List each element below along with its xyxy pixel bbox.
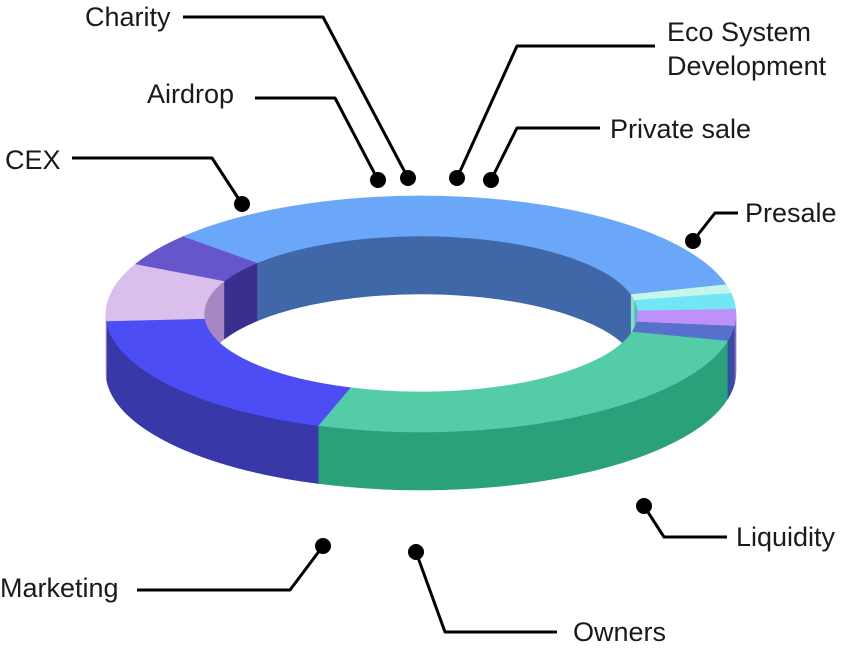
label-private-sale: Private sale [610, 114, 751, 144]
leader-dot-eco [449, 170, 465, 186]
leader-line-owners [414, 551, 557, 634]
label-airdrop: Airdrop [147, 79, 234, 109]
donut-ring [105, 195, 737, 491]
slice-liquidity [106, 318, 351, 426]
slice-outer-wall-owners [105, 313, 107, 379]
label-leaders [72, 15, 738, 634]
leader-dot-charity [400, 170, 416, 186]
leader-dot-airdrop [370, 172, 386, 188]
leader-dot-cex [234, 196, 250, 212]
slice-private-sale [631, 321, 735, 341]
label-liquidity: Liquidity [736, 522, 836, 552]
leader-line-presale [691, 211, 738, 242]
label-marketing: Marketing [0, 573, 119, 603]
slice-presale [317, 331, 729, 433]
leader-line-charity [183, 15, 410, 179]
leader-dot-presale [685, 233, 701, 249]
leader-dot-liquidity [636, 498, 652, 514]
leader-line-liquidity [642, 505, 727, 539]
leader-line-airdrop [255, 96, 380, 181]
leader-dot-owners [408, 544, 424, 560]
label-owners: Owners [573, 617, 666, 647]
slice-cex [182, 195, 727, 295]
label-presale: Presale [745, 198, 837, 228]
leader-line-marketing [137, 545, 325, 592]
label-eco-line2: Development [667, 51, 827, 81]
leader-dot-private-sale [483, 172, 499, 188]
leader-line-eco [455, 44, 655, 179]
slice-labels: Charity Airdrop CEX Eco System Developme… [0, 2, 837, 647]
label-charity: Charity [85, 2, 171, 32]
leader-dot-marketing [315, 538, 331, 554]
leader-line-cex [72, 156, 244, 205]
label-cex: CEX [5, 145, 61, 175]
leader-line-private-sale [489, 126, 600, 181]
label-eco-line1: Eco System [667, 17, 811, 47]
